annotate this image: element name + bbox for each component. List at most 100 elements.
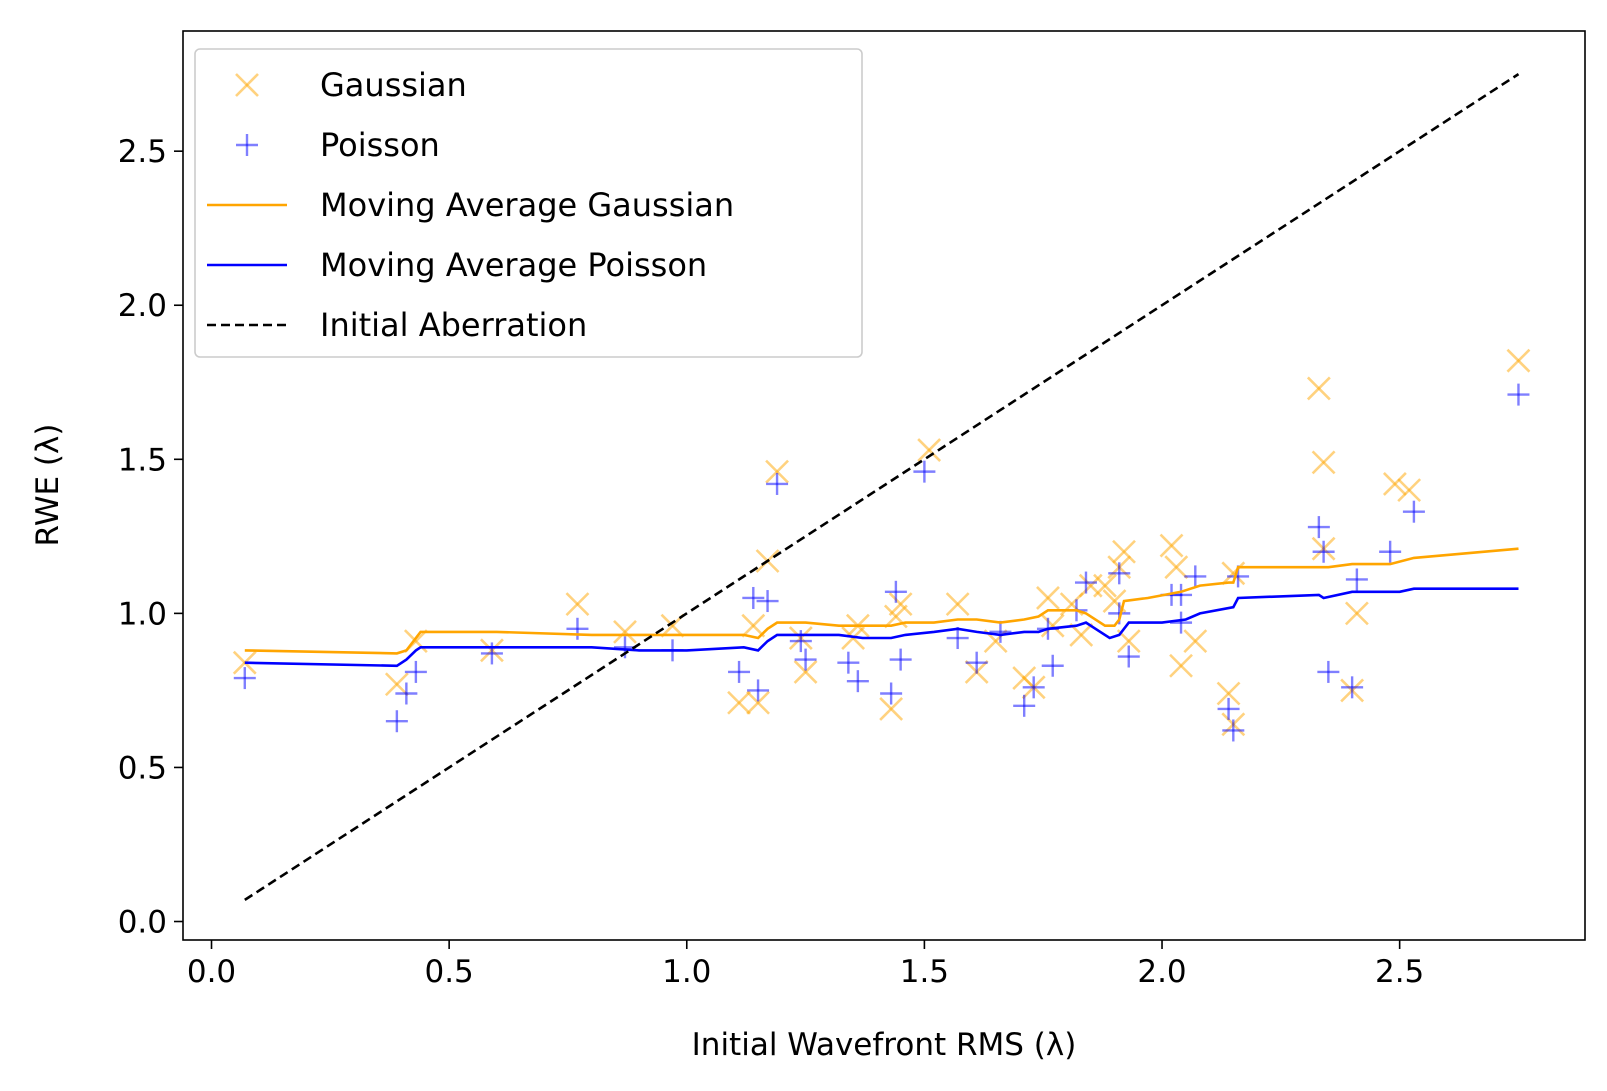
series-initial-aberration bbox=[244, 73, 1520, 901]
y-tick-label: 0.5 bbox=[118, 750, 167, 786]
point-poisson bbox=[1222, 719, 1245, 742]
point-poisson bbox=[1402, 500, 1425, 523]
point-poisson bbox=[1307, 516, 1330, 539]
point-poisson bbox=[395, 682, 418, 705]
point-poisson bbox=[989, 620, 1012, 643]
point-poisson bbox=[884, 580, 907, 603]
point-gaussian bbox=[384, 672, 409, 697]
line-initial-aberration bbox=[244, 73, 1520, 901]
y-axis-label: RWE (λ) bbox=[30, 424, 66, 547]
legend-label: Initial Aberration bbox=[320, 306, 587, 344]
x-axis-label: Initial Wavefront RMS (λ) bbox=[692, 1027, 1077, 1063]
point-gaussian bbox=[1183, 629, 1208, 654]
point-poisson bbox=[766, 472, 789, 495]
point-gaussian bbox=[1036, 586, 1060, 610]
point-gaussian bbox=[1164, 555, 1189, 580]
legend-marker bbox=[236, 134, 258, 156]
point-gaussian bbox=[613, 619, 637, 644]
y-tick-label: 2.0 bbox=[118, 288, 167, 324]
point-poisson bbox=[794, 648, 817, 671]
point-gaussian bbox=[888, 592, 913, 617]
legend-marker bbox=[235, 73, 259, 97]
legend-item-moving-average-gaussian: Moving Average Gaussian bbox=[207, 186, 734, 224]
point-poisson bbox=[385, 710, 408, 733]
point-poisson bbox=[742, 586, 765, 609]
series-poisson bbox=[233, 383, 1530, 742]
point-gaussian bbox=[232, 650, 257, 675]
point-poisson bbox=[1341, 676, 1364, 699]
plot-frame bbox=[182, 30, 1586, 941]
x-tick-label: 2.0 bbox=[1137, 954, 1186, 990]
point-gaussian bbox=[1344, 601, 1369, 626]
x-tick-label: 1.0 bbox=[662, 954, 711, 990]
point-gaussian bbox=[879, 696, 904, 721]
point-gaussian bbox=[793, 660, 818, 684]
line-moving-average-gaussian bbox=[244, 547, 1519, 655]
point-poisson bbox=[1041, 654, 1064, 677]
y-axis: 0.0 0.5 1.0 1.5 2.0 2.5 bbox=[118, 134, 183, 941]
point-poisson bbox=[1074, 571, 1097, 594]
point-poisson bbox=[756, 590, 779, 613]
x-tick-label: 0.5 bbox=[424, 954, 473, 990]
point-poisson bbox=[846, 670, 869, 693]
y-tick-label: 0.0 bbox=[118, 905, 167, 941]
point-poisson bbox=[404, 660, 427, 683]
line-moving-average-poisson bbox=[244, 587, 1519, 668]
point-gaussian bbox=[727, 690, 751, 715]
point-poisson bbox=[1108, 562, 1131, 585]
point-gaussian bbox=[1159, 533, 1184, 558]
plot-area bbox=[232, 73, 1531, 901]
legend-label: Moving Average Gaussian bbox=[320, 186, 734, 224]
point-poisson bbox=[1170, 583, 1193, 606]
point-poisson bbox=[1317, 660, 1340, 683]
y-tick-label: 2.5 bbox=[118, 134, 167, 170]
point-gaussian bbox=[1397, 478, 1422, 503]
series-moving-average-poisson bbox=[244, 587, 1519, 668]
point-gaussian bbox=[765, 459, 789, 484]
point-gaussian bbox=[1093, 573, 1117, 598]
point-poisson bbox=[837, 651, 860, 674]
point-gaussian bbox=[1216, 681, 1241, 706]
point-poisson bbox=[880, 682, 903, 705]
point-poisson bbox=[913, 460, 936, 483]
point-gaussian bbox=[917, 438, 942, 462]
point-gaussian bbox=[1306, 376, 1331, 401]
point-poisson bbox=[1022, 676, 1045, 699]
x-tick-label: 1.5 bbox=[900, 954, 949, 990]
point-gaussian bbox=[1069, 623, 1094, 647]
legend-item-moving-average-poisson: Moving Average Poisson bbox=[207, 246, 707, 284]
series-moving-average-gaussian bbox=[244, 547, 1519, 655]
x-tick-label: 2.5 bbox=[1375, 954, 1424, 990]
x-tick-label: 0.0 bbox=[187, 954, 236, 990]
point-poisson bbox=[1117, 645, 1140, 668]
point-gaussian bbox=[746, 690, 770, 715]
point-poisson bbox=[728, 660, 751, 683]
point-gaussian bbox=[1311, 450, 1336, 475]
x-axis: 0.0 0.5 1.0 1.5 2.0 2.5 bbox=[187, 940, 1424, 990]
point-poisson bbox=[1013, 694, 1036, 717]
point-poisson bbox=[1507, 383, 1530, 406]
point-poisson bbox=[965, 651, 988, 674]
point-poisson bbox=[1345, 568, 1368, 591]
point-poisson bbox=[889, 648, 912, 671]
legend-item-initial-aberration: Initial Aberration bbox=[207, 306, 587, 344]
point-poisson bbox=[1217, 697, 1240, 720]
point-poisson bbox=[1170, 611, 1193, 634]
legend: Gaussian Poisson Moving Average Gaussian Mo… bbox=[194, 48, 863, 358]
point-poisson bbox=[1379, 540, 1402, 563]
y-tick-label: 1.0 bbox=[118, 596, 167, 632]
point-gaussian bbox=[1040, 613, 1065, 638]
point-gaussian bbox=[1169, 653, 1193, 678]
legend-item-gaussian: Gaussian bbox=[235, 66, 467, 104]
point-gaussian bbox=[1506, 348, 1531, 373]
point-gaussian bbox=[945, 592, 970, 617]
point-poisson bbox=[566, 617, 589, 640]
point-gaussian bbox=[1112, 539, 1136, 564]
point-poisson bbox=[233, 667, 256, 690]
legend-item-poisson: Poisson bbox=[236, 126, 440, 164]
point-poisson bbox=[1312, 540, 1335, 563]
legend-label: Poisson bbox=[320, 126, 440, 164]
point-gaussian bbox=[1382, 472, 1407, 496]
legend-label: Gaussian bbox=[320, 66, 467, 104]
